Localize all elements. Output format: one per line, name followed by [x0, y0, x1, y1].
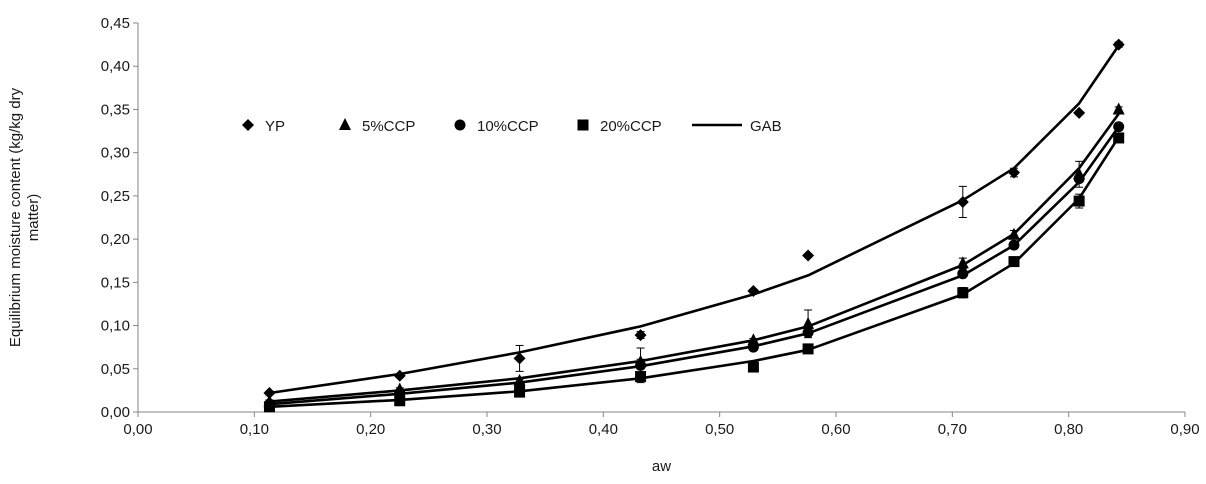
y-tick-label: 0,10 — [101, 318, 130, 335]
data-point-20-ccp — [635, 371, 647, 383]
data-point-10-ccp — [1008, 239, 1020, 251]
x-tick-label: 0,40 — [589, 421, 618, 438]
data-point-yp — [634, 329, 647, 342]
data-point-10-ccp — [1073, 173, 1085, 185]
legend-label: 10%CCP — [477, 118, 539, 135]
legend-label: 5%CCP — [362, 118, 415, 135]
gab-curve-line — [269, 113, 1120, 403]
data-point-20-ccp — [514, 386, 526, 398]
data-point-5-ccp — [1007, 227, 1020, 240]
x-tick-label: 0,20 — [356, 421, 385, 438]
y-tick-label: 0,00 — [101, 404, 130, 421]
data-point-10-ccp — [957, 268, 969, 280]
data-point-20-ccp — [394, 395, 406, 407]
data-point-5-ccp — [802, 316, 815, 329]
data-point-20-ccp — [263, 401, 275, 413]
legend: YP 5%CCP 10%CCP 20%CCP GAB — [242, 118, 782, 135]
data-point-20-ccp — [802, 343, 814, 355]
data-point-yp — [802, 249, 815, 262]
legend-marker-5-ccp — [339, 118, 351, 130]
x-tick-label: 0,90 — [1170, 421, 1199, 438]
y-tick-label: 0,35 — [101, 101, 130, 118]
x-tick-label: 0,10 — [240, 421, 269, 438]
data-point-20-ccp — [1113, 132, 1125, 144]
data-point-5-ccp — [1112, 102, 1125, 115]
y-tick-label: 0,25 — [101, 188, 130, 205]
y-tick-label: 0,40 — [101, 58, 130, 75]
y-tick-label: 0,05 — [101, 361, 130, 378]
data-point-20-ccp — [1073, 195, 1085, 207]
axes: 0,00 0,05 0,10 0,15 0,20 0,25 0,30 0,35 0,40 0,45… — [101, 15, 1200, 438]
x-tick-label: 0,60 — [821, 421, 850, 438]
gab-curve-line — [269, 136, 1120, 409]
y-tick-label: 0,45 — [101, 15, 130, 32]
data-point-5-ccp — [956, 256, 969, 269]
x-tick-label: 0,80 — [1054, 421, 1083, 438]
data-point-10-ccp — [747, 341, 759, 353]
gab-curve-line — [269, 125, 1120, 406]
data-point-10-ccp — [1113, 121, 1125, 133]
data-point-yp — [513, 352, 526, 365]
data-point-10-ccp — [802, 326, 814, 338]
y-axis-title-line: matter) — [25, 194, 42, 242]
y-tick-label: 0,30 — [101, 145, 130, 162]
data-point-yp — [1073, 106, 1086, 119]
data-markers — [263, 38, 1125, 413]
x-tick-label: 0,00 — [123, 421, 152, 438]
legend-marker-yp — [242, 119, 254, 131]
y-axis-title: Equilibrium moisture content (kg/kg dry m… — [7, 87, 42, 347]
gab-curves — [269, 44, 1120, 409]
legend-label: YP — [265, 118, 285, 135]
gab-curve-line — [269, 44, 1120, 395]
data-point-yp — [393, 369, 406, 382]
y-tick-label: 0,15 — [101, 274, 130, 291]
data-point-20-ccp — [747, 361, 759, 373]
legend-marker-20-ccp — [577, 119, 589, 131]
data-point-5-ccp — [747, 333, 760, 346]
data-point-yp — [747, 284, 760, 297]
x-tick-label: 0,30 — [472, 421, 501, 438]
legend-label: 20%CCP — [600, 118, 662, 135]
data-point-yp — [263, 386, 276, 399]
y-axis-title-line: Equilibrium moisture content (kg/kg dry — [7, 87, 24, 347]
data-point-10-ccp — [635, 359, 647, 371]
data-point-yp — [1007, 166, 1020, 179]
data-point-20-ccp — [1008, 256, 1020, 268]
x-tick-label: 0,70 — [938, 421, 967, 438]
data-point-yp — [1112, 38, 1125, 51]
x-tick-label: 0,50 — [705, 421, 734, 438]
error-bars — [265, 41, 1123, 410]
data-point-20-ccp — [957, 287, 969, 299]
data-point-yp — [956, 195, 969, 208]
legend-marker-10-ccp — [454, 119, 466, 131]
x-axis-title: aw — [652, 458, 671, 475]
y-tick-label: 0,20 — [101, 231, 130, 248]
legend-label: GAB — [750, 118, 782, 135]
